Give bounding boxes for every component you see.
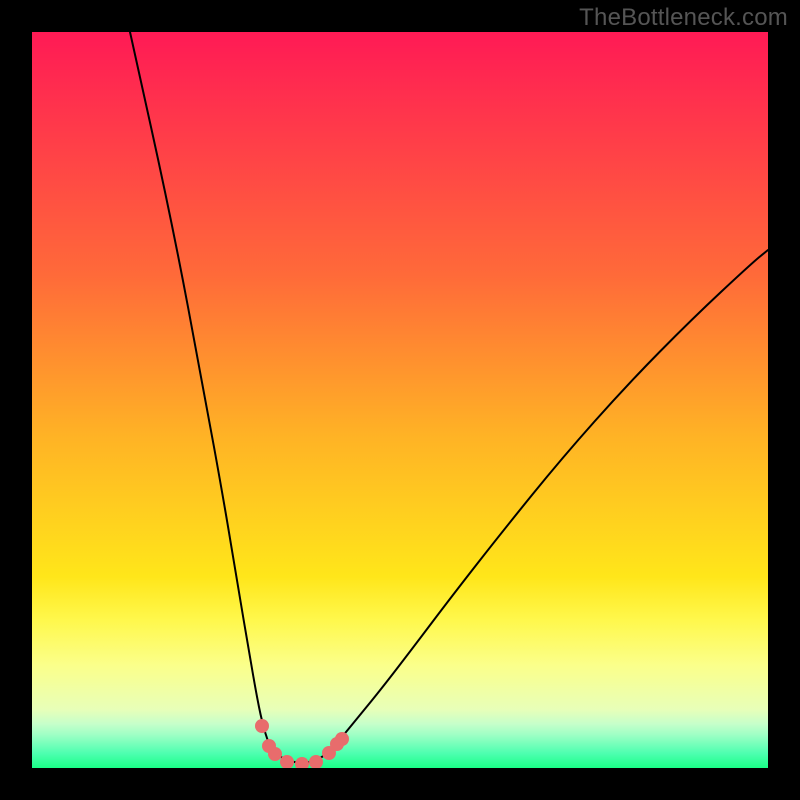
data-marker [268,747,282,761]
chart-overlay [32,32,768,768]
data-marker [335,732,349,746]
data-marker [255,719,269,733]
chart-frame: TheBottleneck.com [0,0,800,800]
bottleneck-curve [130,32,768,763]
watermark-text: TheBottleneck.com [579,4,788,32]
data-marker [295,757,309,768]
